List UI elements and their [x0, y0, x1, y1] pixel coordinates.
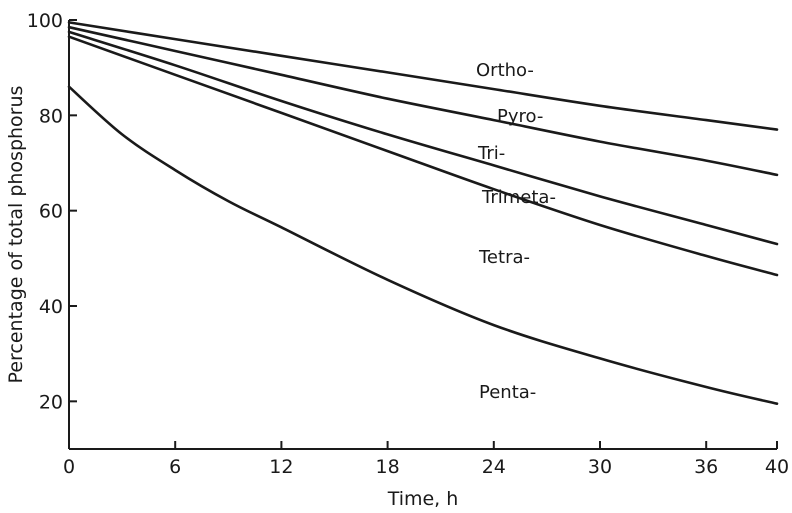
series-lines	[67, 21, 779, 405]
ticks: 0 6 12 18 24 30 36 40 20 40 60 80 100	[27, 10, 789, 478]
series-labels: Ortho- Pyro- Tri- Trimeta- Tetra- Penta-	[476, 60, 556, 403]
series-line-5	[67, 85, 779, 405]
y-tick-label: 100	[27, 10, 63, 32]
x-tick-label: 0	[63, 456, 75, 478]
y-axis-title: Percentage of total phosphorus	[5, 86, 27, 384]
series-label: Penta-	[479, 382, 536, 403]
series-label: Ortho-	[476, 60, 534, 81]
x-tick-label: 18	[376, 456, 400, 478]
x-axis-title: Time, h	[387, 488, 459, 510]
x-tick-label: 36	[694, 456, 718, 478]
axes	[68, 20, 777, 450]
series-label: Tetra-	[478, 247, 530, 268]
series-label: Trimeta-	[481, 187, 556, 208]
series-line-0	[67, 21, 779, 131]
x-tick-label: 12	[269, 456, 293, 478]
x-tick-label: 40	[765, 456, 789, 478]
series-line-1	[67, 25, 779, 177]
y-tick-label: 60	[39, 201, 63, 223]
series-label: Tri-	[477, 143, 505, 164]
series-line-3	[67, 35, 779, 277]
y-tick-label: 20	[39, 391, 63, 413]
series-line-2	[67, 30, 779, 246]
series-label: Pyro-	[497, 106, 543, 127]
y-tick-label: 80	[39, 105, 63, 127]
x-tick-label: 24	[482, 456, 506, 478]
y-tick-label: 40	[39, 296, 63, 318]
x-tick-label: 6	[169, 456, 181, 478]
x-tick-label: 30	[588, 456, 612, 478]
